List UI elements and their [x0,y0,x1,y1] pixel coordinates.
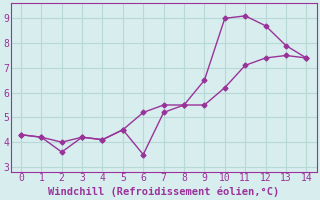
X-axis label: Windchill (Refroidissement éolien,°C): Windchill (Refroidissement éolien,°C) [48,186,279,197]
